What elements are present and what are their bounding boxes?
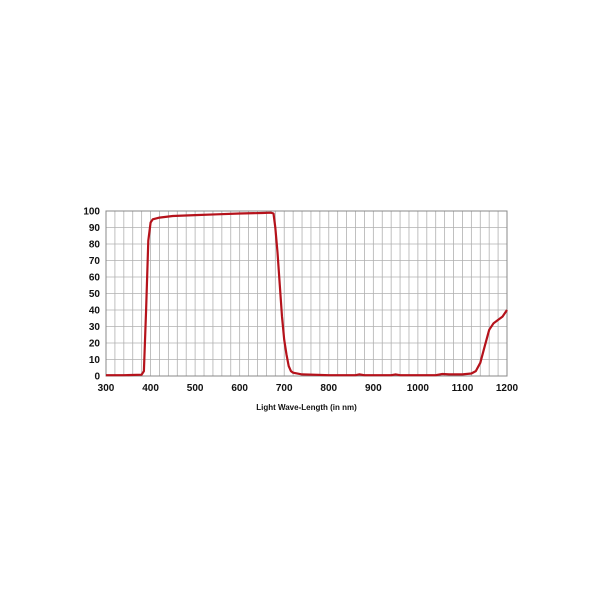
y-tick-label: 40 — [89, 306, 101, 317]
y-tick-label: 100 — [83, 207, 100, 218]
x-tick-label: 500 — [187, 383, 204, 394]
x-tick-label: 800 — [320, 383, 337, 394]
x-tick-label: 900 — [365, 383, 382, 394]
x-tick-label: 300 — [98, 383, 115, 394]
y-tick-label: 50 — [89, 289, 101, 300]
x-tick-label: 1000 — [407, 383, 430, 394]
y-tick-label: 10 — [89, 355, 101, 366]
y-tick-label: 60 — [89, 273, 101, 284]
x-tick-label: 400 — [142, 383, 159, 394]
plot-frame — [105, 210, 508, 377]
x-tick-label: 1200 — [496, 383, 519, 394]
x-axis-label: Light Wave-Length (in nm) — [256, 403, 357, 412]
series-line — [106, 211, 508, 377]
x-tick-label: 1100 — [452, 383, 474, 394]
y-tick-label: 90 — [89, 223, 101, 234]
y-tick-label: 70 — [89, 256, 101, 267]
x-tick-label: 700 — [276, 383, 293, 394]
x-axis: 300 400 500 600 700 800 900 1000 1100 1200 — [98, 383, 519, 394]
y-tick-label: 30 — [89, 322, 101, 333]
y-tick-label: 80 — [89, 240, 101, 251]
y-axis: 0 10 20 30 40 50 60 70 80 90 100 — [83, 207, 100, 383]
y-tick-label: 20 — [89, 339, 101, 350]
grid — [105, 210, 508, 377]
y-tick-label: 0 — [94, 372, 100, 383]
x-tick-label: 600 — [231, 383, 248, 394]
